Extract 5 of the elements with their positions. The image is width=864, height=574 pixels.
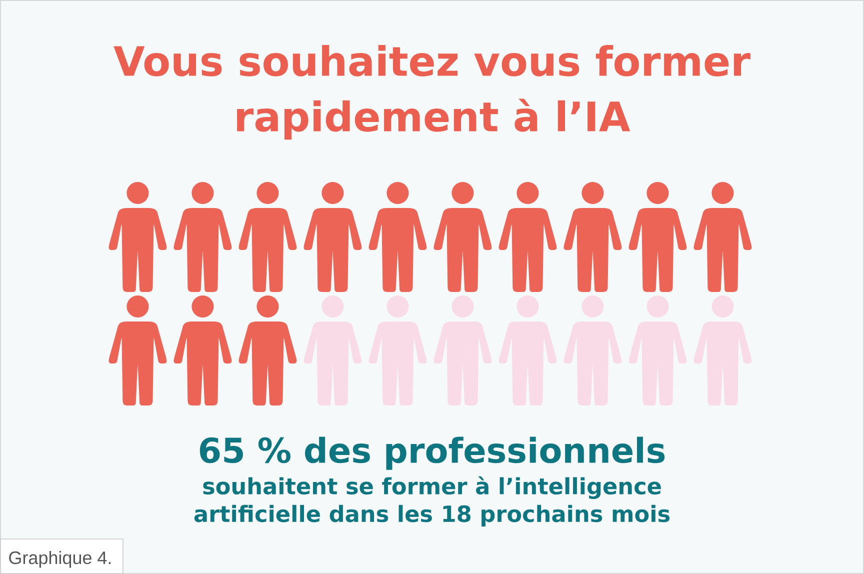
text: des professionnels [305,436,665,470]
text: souhaitent se former à l’intelligence artificielle dans les 18 prochains mois [194,476,670,527]
text: Graphique 4. [9,550,111,568]
text: Vous souhaitez vous former rapidement à l’IA [114,44,750,140]
data-label: 65 % [200,437,290,464]
